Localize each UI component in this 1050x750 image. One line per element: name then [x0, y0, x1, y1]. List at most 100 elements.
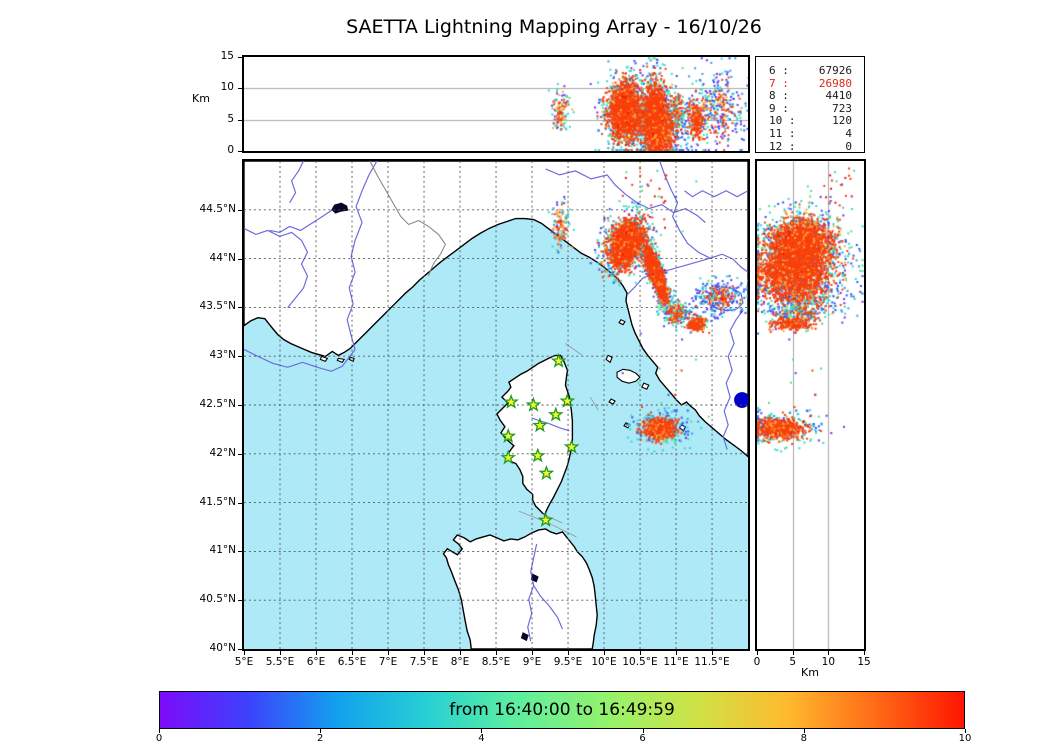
lon-tick-mark [568, 651, 569, 655]
station-star-icon [563, 438, 580, 454]
alt-tick-label: 10 [220, 81, 234, 94]
alt-tick-label: 15 [220, 50, 234, 62]
source-count-legend: 6 :67926 7 :26980 8 :4410 9 :723 10 :120 11 :… [755, 56, 865, 153]
colorbar-tick-mark [481, 729, 483, 733]
colorbar-tick-label: 6 [639, 733, 646, 744]
stations-overlay [500, 352, 580, 527]
right-km-tick-mark [792, 651, 794, 655]
right-km-tick-mark [757, 651, 758, 655]
legend-row: 6 : 67926 [769, 64, 852, 78]
alt-tick-mark [238, 57, 242, 58]
colorbar-tick-mark [642, 729, 644, 733]
lon-tick-label: 11.5°E [694, 656, 730, 668]
legend-level: 6 : [769, 64, 789, 77]
legend-count: 120 [832, 114, 852, 128]
lat-tick-mark [238, 502, 242, 504]
station-star-icon [537, 511, 554, 527]
time-colorbar: from 16:40:00 to 16:49:59 [159, 691, 965, 729]
right-km-tick-mark [864, 651, 865, 655]
alt-tick-label: 5 [227, 112, 234, 125]
alt-tick-mark [238, 151, 242, 152]
altitude-latitude-panel [755, 159, 866, 651]
legend-level: 12 : [769, 139, 796, 153]
lon-tick-mark [316, 651, 317, 655]
lat-tick-mark [238, 209, 242, 211]
lon-tick-mark [676, 651, 677, 655]
legend-count: 4 [845, 126, 852, 140]
map-scatter-canvas [244, 161, 748, 649]
lon-tick-label: 11°E [663, 656, 689, 668]
right-km-tick-label: 5 [789, 656, 796, 668]
station-star-icon [500, 449, 517, 465]
legend-row: 9 : 723 [769, 101, 852, 116]
lon-tick-label: 8°E [450, 656, 470, 668]
lat-tick-label: 42°N [209, 446, 236, 459]
legend-row: 8 : 4410 [769, 90, 852, 103]
right-km-tick-label: 15 [857, 656, 871, 668]
lon-tick-mark [460, 651, 461, 655]
altitude-longitude-panel [242, 55, 750, 153]
colorbar-tick-label: 4 [478, 733, 485, 744]
legend-row: 12 : 0 [769, 139, 852, 154]
lon-tick-mark [280, 651, 281, 655]
station-star-icon [531, 417, 548, 433]
lat-tick-label: 41°N [209, 544, 236, 557]
lon-tick-label: 8.5°E [481, 656, 511, 668]
colorbar-tick-label: 8 [800, 733, 807, 744]
right-km-tick-mark [828, 651, 830, 655]
lat-tick-label: 42.5°N [199, 398, 236, 410]
station-star-icon [503, 393, 520, 409]
lon-tick-mark [532, 651, 533, 655]
lon-tick-mark [352, 651, 353, 655]
legend-row: 11 : 4 [769, 126, 852, 141]
lat-tick-label: 41.5°N [199, 495, 236, 508]
lat-tick-label: 43.5°N [199, 300, 236, 313]
lon-tick-label: 6°E [306, 656, 326, 668]
altitude-axis-label: Km [192, 92, 210, 105]
right-km-axis-label: Km [801, 666, 819, 679]
legend-count: 26980 [818, 76, 852, 90]
legend-level: 7 : [769, 76, 789, 90]
lon-tick-mark [640, 651, 641, 655]
lon-tick-label: 9°E [522, 656, 542, 668]
lon-tick-mark [388, 651, 389, 655]
lon-tick-mark [244, 651, 245, 655]
lat-tick-mark [238, 356, 242, 358]
lon-tick-label: 10°E [591, 656, 617, 668]
legend-level: 8 : [769, 89, 789, 103]
colorbar-tick-mark [159, 729, 160, 733]
colorbar-tick-mark [803, 729, 805, 733]
lon-tick-mark [604, 651, 605, 655]
lat-tick-mark [238, 258, 242, 260]
colorbar-tick-mark [320, 729, 322, 733]
lon-tick-label: 10.5°E [622, 656, 658, 668]
station-star-icon [525, 396, 542, 412]
alt-tick-mark [238, 88, 242, 90]
legend-level: 11 : [769, 126, 796, 140]
lat-tick-label: 44.5°N [199, 202, 236, 215]
station-star-icon [547, 406, 564, 422]
lat-tick-mark [238, 405, 242, 406]
page-title: SAETTA Lightning Mapping Array - 16/10/2… [346, 16, 762, 38]
lon-tick-mark [712, 651, 713, 655]
colorbar-tick-label: 2 [317, 733, 324, 744]
legend-count: 723 [832, 101, 852, 115]
altitude-latitude-canvas [757, 161, 864, 649]
lon-tick-label: 7°E [378, 656, 398, 668]
right-km-tick-label: 0 [753, 656, 761, 668]
lat-tick-mark [238, 307, 242, 309]
station-star-icon [538, 464, 555, 481]
lat-tick-label: 40.5°N [199, 593, 236, 606]
station-star-icon [500, 427, 517, 444]
colorbar-tick-label: 10 [958, 733, 972, 744]
legend-count: 0 [845, 139, 852, 153]
legend-count: 4410 [825, 89, 853, 103]
station-star-icon [529, 447, 546, 463]
lat-tick-mark [238, 600, 242, 602]
legend-level: 9 : [769, 101, 789, 115]
altitude-longitude-canvas [244, 57, 748, 151]
lon-tick-label: 5°E [234, 656, 254, 668]
colorbar-label: from 16:40:00 to 16:49:59 [449, 700, 675, 720]
lon-tick-label: 9.5°E [553, 656, 583, 668]
